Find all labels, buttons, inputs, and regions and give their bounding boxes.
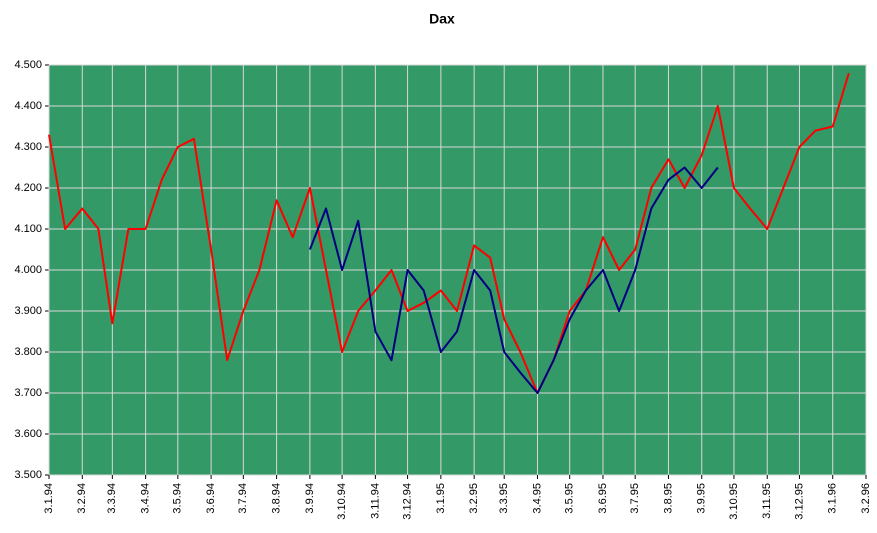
- y-tick-label: 3.600: [14, 428, 42, 440]
- x-tick-label: 3.4.95: [531, 483, 543, 514]
- x-tick-label: 3.5.95: [564, 483, 576, 514]
- chart-title: Dax: [429, 11, 455, 27]
- x-tick-label: 3.10.94: [336, 483, 348, 520]
- x-tick-label: 3.6.94: [205, 483, 217, 514]
- x-tick-label: 3.9.95: [696, 483, 708, 514]
- x-tick-label: 3.8.95: [662, 483, 674, 514]
- x-tick-label: 3.8.94: [271, 483, 283, 514]
- x-tick-label: 3.10.95: [728, 483, 740, 520]
- y-tick-label: 4.300: [14, 141, 42, 153]
- x-tick-label: 3.12.95: [793, 483, 805, 520]
- y-tick-label: 4.500: [14, 59, 42, 71]
- x-tick-label: 3.9.94: [304, 483, 316, 514]
- x-tick-label: 3.2.94: [76, 483, 88, 514]
- x-tick-label: 3.1.95: [435, 483, 447, 514]
- y-tick-label: 3.500: [14, 469, 42, 481]
- x-tick-label: 3.6.95: [597, 483, 609, 514]
- x-tick-label: 3.12.94: [401, 483, 413, 520]
- x-tick-label: 3.2.95: [468, 483, 480, 514]
- x-tick-label: 3.11.94: [369, 483, 381, 519]
- y-tick-label: 3.800: [14, 346, 42, 358]
- x-tick-label: 3.11.95: [761, 483, 773, 519]
- series-line: [308, 166, 719, 394]
- x-tick-label: 3.4.94: [140, 483, 152, 514]
- y-tick-label: 4.100: [14, 223, 42, 235]
- y-tick-label: 4.400: [14, 100, 42, 112]
- y-tick-label: 4.000: [14, 264, 42, 276]
- y-tick-label: 4.200: [14, 182, 42, 194]
- y-tick-label: 3.900: [14, 305, 42, 317]
- x-tick-label: 3.3.94: [106, 483, 118, 514]
- series-line: [48, 72, 850, 394]
- x-tick-label: 3.5.94: [172, 483, 184, 514]
- y-tick-label: 3.700: [14, 387, 42, 399]
- x-tick-label: 3.1.96: [827, 483, 839, 514]
- x-tick-label: 3.7.94: [237, 483, 249, 514]
- x-tick-label: 3.2.96: [860, 483, 872, 514]
- x-tick-label: 3.1.94: [43, 483, 55, 514]
- x-tick-label: 3.3.95: [498, 483, 510, 514]
- x-tick-label: 3.7.95: [629, 483, 641, 514]
